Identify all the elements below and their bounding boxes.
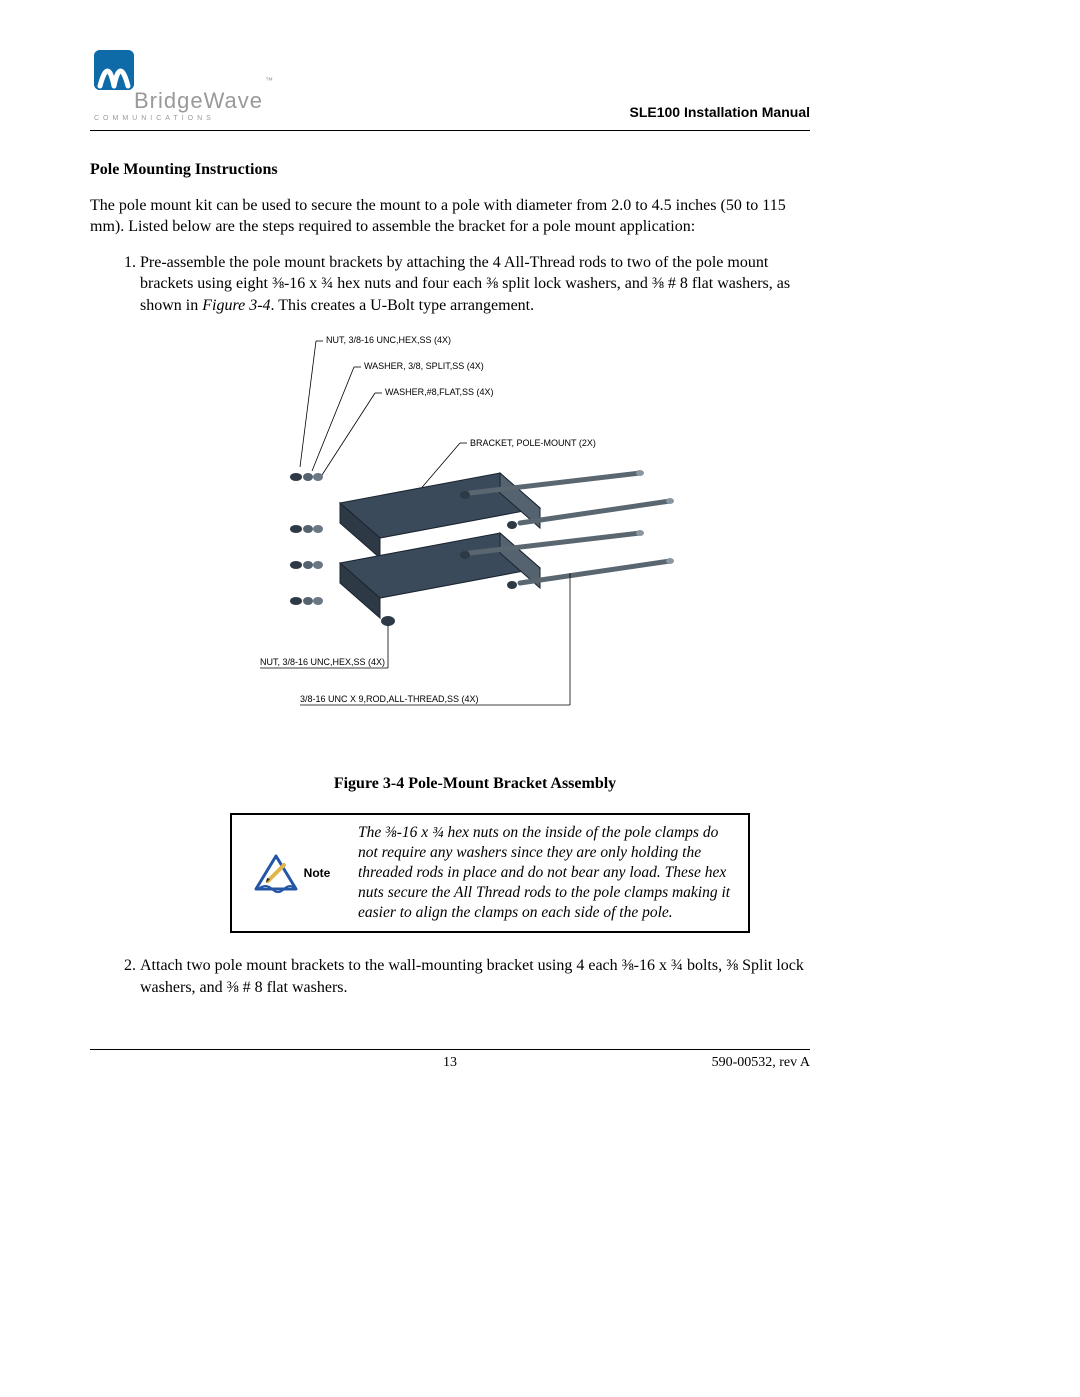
tm-mark: ™ xyxy=(265,76,274,85)
callout-nut-top: NUT, 3/8-16 UNC,HEX,SS (4X) xyxy=(326,335,451,345)
rod-ends xyxy=(636,470,674,564)
figure-3-4: NUT, 3/8-16 UNC,HEX,SS (4X) WASHER, 3/8,… xyxy=(140,323,810,760)
step1-figure-ref: Figure 3-4 xyxy=(202,297,270,314)
note-icon xyxy=(254,853,298,893)
callout-bracket: BRACKET, POLE-MOUNT (2X) xyxy=(470,438,596,448)
footer-rev: 590-00532, rev A xyxy=(610,1054,810,1073)
step-1: Pre-assemble the pole mount brackets by … xyxy=(140,252,810,934)
note-label: Note xyxy=(304,865,331,881)
note-box: Note The ⅜-16 x ¾ hex nuts on the inside… xyxy=(230,813,750,934)
logo: BridgeWave™ COMMUNICATIONS xyxy=(90,50,272,123)
callout-washer-flat: WASHER,#8,FLAT,SS (4X) xyxy=(385,387,494,397)
note-icon-cell: Note xyxy=(232,815,352,932)
step-2: Attach two pole mount brackets to the wa… xyxy=(140,955,810,998)
page-footer: 13 590-00532, rev A xyxy=(90,1049,810,1073)
steps-list: Pre-assemble the pole mount brackets by … xyxy=(118,252,810,999)
callout-rod: 3/8-16 UNC X 9,ROD,ALL-THREAD,SS (4X) xyxy=(300,694,479,704)
callout-nut-bottom: NUT, 3/8-16 UNC,HEX,SS (4X) xyxy=(260,657,385,667)
section-title: Pole Mounting Instructions xyxy=(90,159,810,181)
page-header: BridgeWave™ COMMUNICATIONS SLE100 Instal… xyxy=(90,50,810,131)
intro-paragraph: The pole mount kit can be used to secure… xyxy=(90,195,810,238)
footer-left xyxy=(90,1054,290,1073)
bracket-assembly-diagram: NUT, 3/8-16 UNC,HEX,SS (4X) WASHER, 3/8,… xyxy=(240,323,710,753)
hardware-stacks xyxy=(290,473,323,605)
callout-washer-split: WASHER, 3/8, SPLIT,SS (4X) xyxy=(364,361,484,371)
logo-subtext: COMMUNICATIONS xyxy=(94,114,215,123)
footer-page: 13 xyxy=(290,1054,610,1073)
doc-title: SLE100 Installation Manual xyxy=(630,103,811,122)
figure-caption: Figure 3-4 Pole-Mount Bracket Assembly xyxy=(140,773,810,795)
logo-brand-text: BridgeWave™ xyxy=(134,86,272,116)
step1-text-b: . This creates a U-Bolt type arrangement… xyxy=(271,297,535,314)
note-text: The ⅜-16 x ¾ hex nuts on the inside of t… xyxy=(352,815,748,932)
logo-mark xyxy=(94,50,134,90)
brand-name: BridgeWave xyxy=(134,88,263,113)
